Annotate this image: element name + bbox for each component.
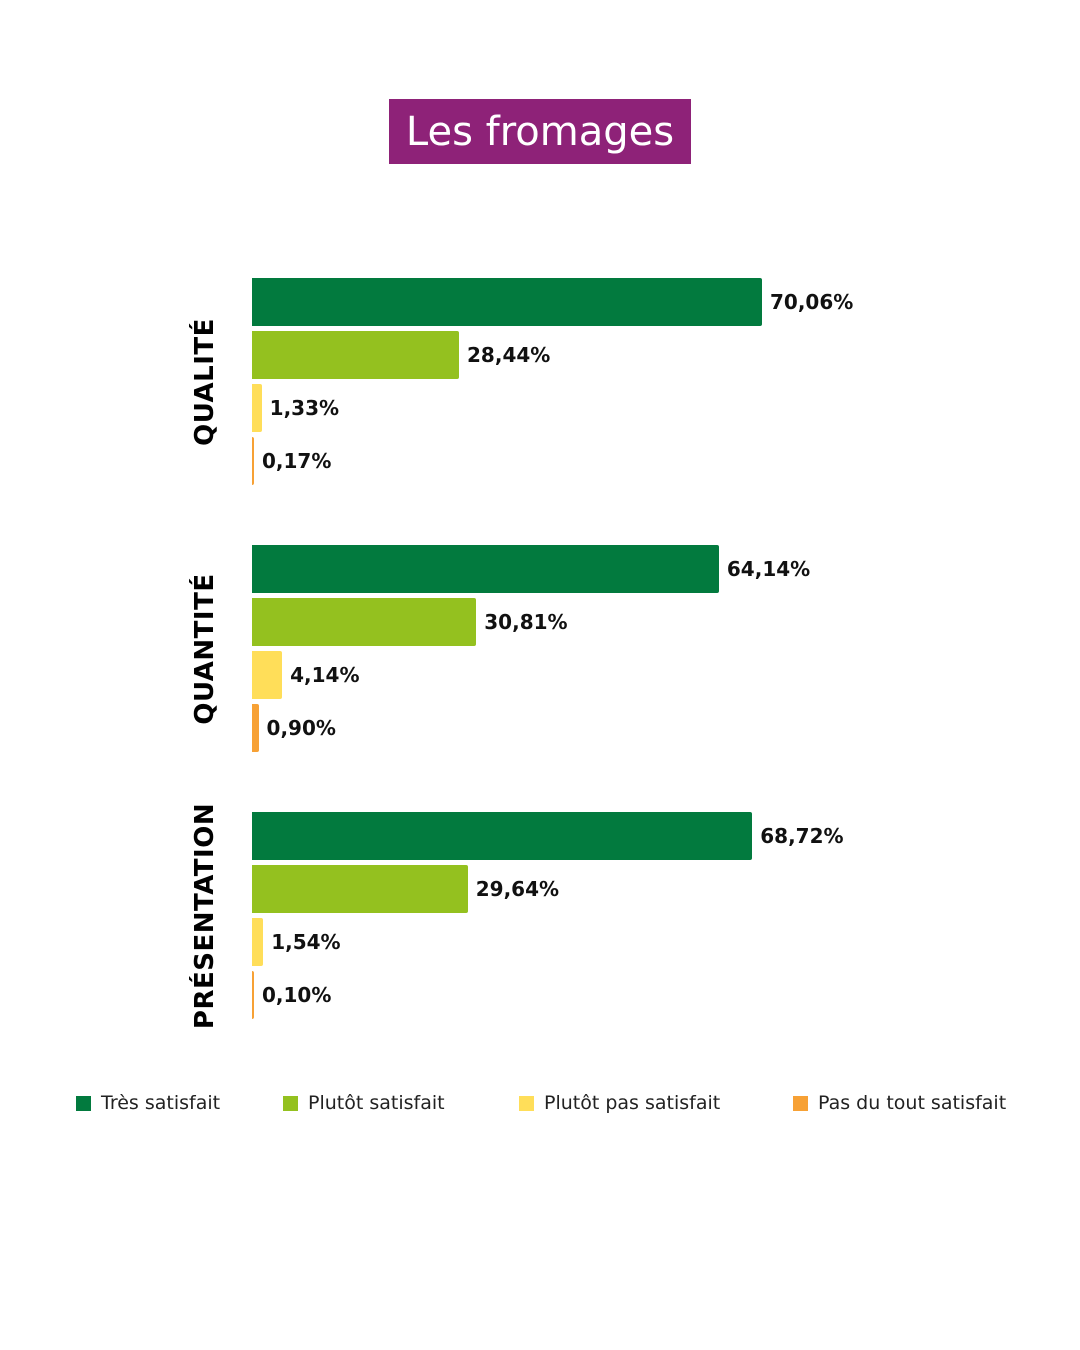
data-label-quantite-pas-du-tout-satisfait: 0,90% [266, 716, 336, 740]
legend-label: Plutôt satisfait [308, 1092, 445, 1114]
data-label-qualite-plutot-pas-satisfait: 1,33% [269, 396, 340, 420]
data-label-qualite-pas-du-tout-satisfait: 0,17% [262, 449, 332, 473]
legend-item-pas-du-tout-satisfait: Pas du tout satisfait [793, 1092, 1006, 1114]
legend-item-tres-satisfait: Très satisfait [76, 1092, 220, 1114]
bar-presentation-pas-du-tout-satisfait [252, 971, 254, 1019]
bar-presentation-plutot-pas-satisfait [252, 918, 264, 966]
data-label-presentation-pas-du-tout-satisfait: 0,10% [262, 983, 332, 1007]
bar-quantite-plutot-satisfait [252, 598, 477, 646]
legend-swatch [76, 1095, 91, 1111]
legend-label: Plutôt pas satisfait [544, 1092, 721, 1114]
bar-quantite-plutot-pas-satisfait [252, 651, 283, 699]
data-label-quantite-tres-satisfait: 64,14% [726, 557, 811, 581]
data-label-quantite-plutot-pas-satisfait: 4,14% [290, 663, 360, 687]
data-label-presentation-tres-satisfait: 68,72% [760, 824, 844, 848]
legend-label: Très satisfait [101, 1092, 221, 1114]
legend-item-plutot-satisfait: Plutôt satisfait [283, 1092, 445, 1114]
data-label-qualite-plutot-satisfait: 28,44% [467, 343, 551, 367]
bar-presentation-plutot-satisfait [252, 865, 468, 913]
group-label-qualite: QUALITÉ [190, 317, 220, 446]
legend-item-plutot-pas-satisfait: Plutôt pas satisfait [519, 1092, 720, 1114]
data-label-qualite-tres-satisfait: 70,06% [770, 290, 854, 314]
legend-label: Pas du tout satisfait [818, 1092, 1007, 1114]
bar-qualite-pas-du-tout-satisfait [252, 437, 254, 485]
legend-swatch [793, 1095, 808, 1111]
data-label-presentation-plutot-satisfait: 29,64% [475, 877, 560, 901]
data-label-presentation-plutot-pas-satisfait: 1,54% [271, 930, 341, 954]
chart-title: Les fromages [405, 108, 675, 155]
bar-qualite-plutot-pas-satisfait [252, 384, 262, 432]
group-label-presentation: PRÉSENTATION [190, 802, 220, 1029]
bar-presentation-tres-satisfait [252, 812, 753, 860]
legend-swatch [283, 1095, 298, 1111]
bar-quantite-pas-du-tout-satisfait [252, 704, 259, 752]
bar-qualite-tres-satisfait [252, 278, 762, 326]
bar-qualite-plutot-satisfait [252, 331, 460, 379]
title-banner: Les fromages [389, 99, 691, 164]
bar-quantite-tres-satisfait [252, 545, 719, 593]
group-label-quantite: QUANTITÉ [190, 572, 220, 725]
legend-swatch [519, 1095, 534, 1111]
data-label-quantite-plutot-satisfait: 30,81% [484, 610, 568, 634]
